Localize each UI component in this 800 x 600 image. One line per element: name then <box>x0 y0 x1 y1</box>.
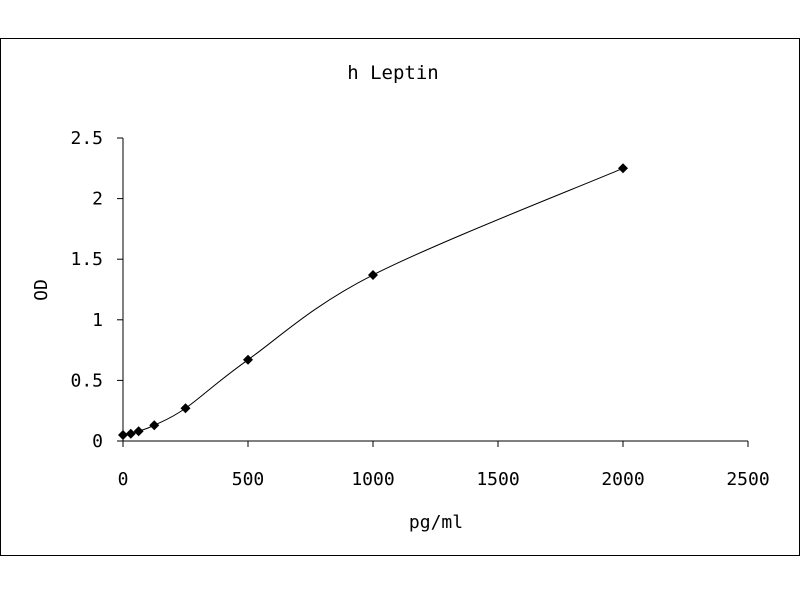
data-point-marker <box>243 354 253 365</box>
data-point-marker <box>180 403 191 414</box>
x-tick-label: 1000 <box>351 469 394 490</box>
y-ticks: 0 0.5 1 1.5 2 2.5 <box>70 128 123 452</box>
x-tick-label: 1500 <box>476 469 519 490</box>
data-point-marker <box>618 163 628 174</box>
x-tick-label: 2500 <box>726 469 769 490</box>
y-tick-label: 0 <box>92 431 103 452</box>
chart-title: h Leptin <box>347 62 439 84</box>
data-point-marker <box>149 420 160 431</box>
x-axis-title: pg/ml <box>409 512 463 533</box>
chart-frame <box>0 38 800 556</box>
x-ticks: 0 500 1000 1500 2000 2500 <box>118 441 770 490</box>
x-tick-label: 2000 <box>601 469 644 490</box>
series-line <box>122 167 624 436</box>
axes <box>122 138 748 442</box>
data-point-marker <box>125 428 136 439</box>
y-axis-title: OD <box>31 279 52 301</box>
x-tick-label: 500 <box>232 469 265 490</box>
data-point-marker <box>118 429 128 440</box>
y-tick-label: 2 <box>92 189 103 210</box>
y-tick-label: 1.5 <box>70 249 103 270</box>
data-point-marker <box>368 269 378 280</box>
data-point-marker <box>133 426 144 437</box>
y-tick-label: 0.5 <box>70 370 103 391</box>
y-tick-label: 2.5 <box>70 128 103 149</box>
markers <box>118 163 628 440</box>
y-tick-label: 1 <box>92 310 103 331</box>
x-tick-label: 0 <box>118 469 129 490</box>
